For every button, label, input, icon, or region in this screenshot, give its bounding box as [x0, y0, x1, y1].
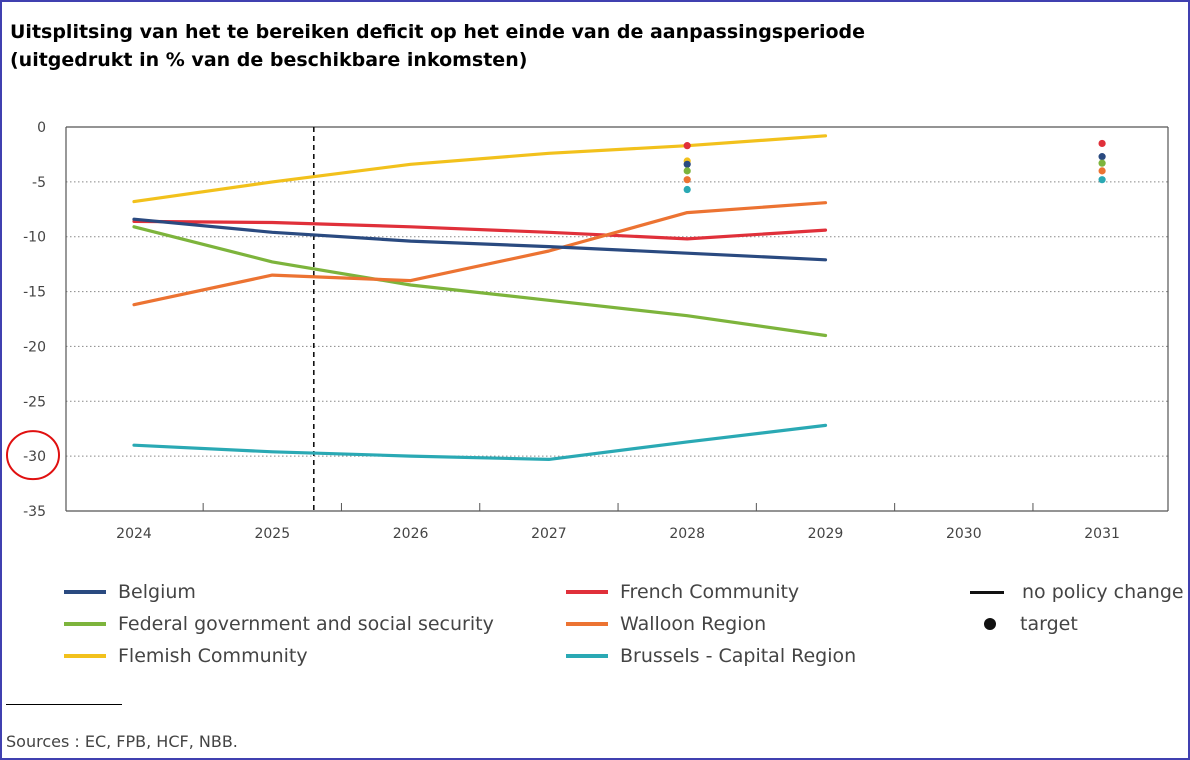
y-tick-label: -30: [23, 449, 46, 465]
series-line-belgium: [132, 217, 828, 262]
series-line-federal-government-and-social-security: [132, 225, 828, 338]
series-line-walloon-region: [132, 201, 828, 307]
y-tick-label: -35: [23, 504, 46, 520]
y-tick-label: -15: [23, 285, 46, 301]
series-line-brussels-capital-region: [132, 423, 828, 461]
target-dot-2028-brussels-capital-region: [683, 185, 691, 194]
x-tick-label-2029: 2029: [808, 526, 844, 542]
x-tick-label-2026: 2026: [393, 526, 429, 542]
x-tick-label-2031: 2031: [1084, 526, 1120, 542]
title-line-1: Uitsplitsing van het te bereiken deficit…: [10, 21, 866, 43]
y-tick-label: -5: [32, 175, 46, 191]
x-tick-label-2028: 2028: [669, 526, 705, 542]
target-dot-2031-walloon-region: [1098, 167, 1106, 175]
y-tick-label: -10: [23, 230, 46, 246]
x-tick-label-2025: 2025: [254, 526, 290, 542]
series-line-flemish-community: [132, 134, 828, 204]
x-tick-label-2030: 2030: [946, 526, 982, 542]
y-tick-label: -25: [23, 394, 46, 410]
annotation-circle: [6, 430, 60, 481]
chart-title: Uitsplitsing van het te bereiken deficit…: [10, 18, 865, 74]
y-tick-label: 0: [37, 120, 46, 136]
target-dot-2028-federal-government-and-social-security: [683, 167, 691, 175]
target-dot-2031-belgium: [1098, 153, 1106, 161]
source-note: Sources : EC, FPB, HCF, NBB.: [6, 732, 238, 751]
target-dot-2031-federal-government-and-social-security: [1098, 159, 1106, 167]
title-line-2: (uitgedrukt in % van de beschikbare inko…: [10, 49, 528, 71]
x-tick-label-2024: 2024: [116, 526, 152, 542]
source-rule: [6, 704, 122, 705]
target-dot-2031-french-community: [1098, 139, 1106, 148]
target-dot-2031-brussels-capital-region: [1098, 176, 1106, 184]
target-dot-2028-walloon-region: [683, 176, 691, 184]
target-dot-2028-belgium: [683, 160, 691, 168]
series-line-french-community: [132, 219, 828, 241]
target-dot-2028-french-community: [683, 142, 691, 150]
y-tick-label: -20: [23, 339, 46, 355]
x-tick-label-2027: 2027: [531, 526, 567, 542]
